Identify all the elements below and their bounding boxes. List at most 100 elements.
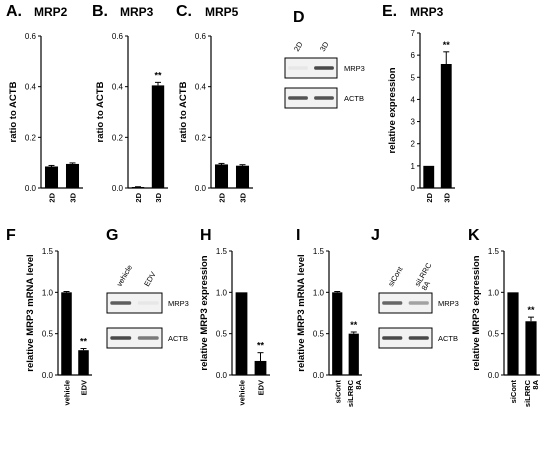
y-tick-label: 0.0 <box>313 371 325 380</box>
bar <box>348 333 359 375</box>
y-tick-label: 0.6 <box>112 32 124 41</box>
blot-lane-label-line: siCont <box>386 264 405 288</box>
x-tick-label: 2D <box>425 192 434 202</box>
x-tick-label-line: siCont <box>509 380 518 404</box>
panel-letter: I <box>296 227 300 244</box>
blot-lane-label: siCont <box>386 264 405 288</box>
x-tick-label-line: 8A <box>354 379 363 389</box>
panel-letter: J <box>371 227 380 244</box>
y-tick-label: 0.0 <box>25 184 37 193</box>
x-tick-label-line: siCont <box>333 380 342 404</box>
y-tick-label: 0.2 <box>25 133 37 142</box>
blot-band <box>314 66 334 70</box>
significance-label: ** <box>443 40 451 50</box>
blot-band <box>408 301 429 305</box>
blot-band <box>137 301 159 305</box>
y-tick-label: 0.5 <box>313 330 325 339</box>
x-tick-label-line: 8A <box>531 379 540 389</box>
y-tick-label: 1.5 <box>313 247 325 256</box>
y-tick-label: 1.0 <box>216 288 228 297</box>
panel-title: MRP3 <box>410 5 444 19</box>
y-tick-label: 1.5 <box>42 247 54 256</box>
chart-panel-c: C. MRP5 0.0 0.2 0.4 0.6 ratio to ACTB 2D 3D <box>176 3 253 203</box>
panel-letter: H <box>200 227 212 244</box>
y-axis-title: ratio to ACTB <box>178 81 189 142</box>
x-tick-label-line: vehicle <box>63 380 72 405</box>
y-tick-label: 1 <box>411 162 416 171</box>
x-tick-label: 3D <box>442 192 451 202</box>
y-tick-label: 0.6 <box>25 32 37 41</box>
y-tick-label: 0.0 <box>42 371 54 380</box>
significance-label: ** <box>80 337 88 347</box>
chart-panel-b: B. MRP3 0.0 0.2 0.4 0.6 ratio to ACTB 2D ** 3D <box>92 3 168 203</box>
y-tick-label: 1.0 <box>42 288 54 297</box>
y-axis-title: relative MRP3 mRNA level <box>296 254 307 371</box>
bar <box>65 163 80 188</box>
y-tick-label: 0.6 <box>195 32 207 41</box>
significance-label: ** <box>257 341 265 351</box>
blot-band <box>288 96 308 100</box>
y-axis-title: relative MRP3 expression <box>471 255 482 370</box>
blot-membrane <box>106 292 163 314</box>
bar <box>61 292 72 375</box>
x-tick-label: 2D <box>134 192 143 202</box>
y-tick-label: 0.5 <box>42 330 54 339</box>
x-tick-label-line: EDV <box>257 380 266 395</box>
blot-lane-label: 2D <box>292 40 305 53</box>
y-tick-label: 0.5 <box>488 330 500 339</box>
blot-band <box>314 96 334 100</box>
y-tick-label: 7 <box>411 29 416 38</box>
blot-panel-d: D 2D 3D MRP3 ACTB <box>284 9 365 109</box>
y-tick-label: 0.0 <box>195 184 207 193</box>
y-tick-label: 0.0 <box>112 184 124 193</box>
x-tick-label: EDV <box>257 380 266 395</box>
bar <box>254 360 267 375</box>
blot-lane-label-line: EDV <box>142 270 158 288</box>
y-tick-label: 0.0 <box>488 371 500 380</box>
x-tick-label: EDV <box>80 380 89 395</box>
blot-row-label: ACTB <box>344 94 364 103</box>
y-tick-label: 0.4 <box>112 83 124 92</box>
significance-label: ** <box>527 305 535 315</box>
panel-title: MRP5 <box>205 5 239 19</box>
blot-row-label: ACTB <box>168 334 188 343</box>
blot-lane-label-line: 2D <box>292 40 305 53</box>
blot-membrane <box>378 292 433 314</box>
blot-lane-label-line: vehicle <box>115 263 134 288</box>
y-tick-label: 1.5 <box>488 247 500 256</box>
blot-membrane <box>284 57 338 79</box>
x-tick-label-line: siLRRC <box>523 379 532 407</box>
x-tick-label-line: 3D <box>154 192 163 202</box>
bar <box>235 165 250 188</box>
y-axis-title: relative MRP3 expression <box>199 255 210 370</box>
blot-band <box>137 336 159 340</box>
y-tick-label: 4 <box>411 95 416 104</box>
y-tick-label: 3 <box>411 118 416 127</box>
y-axis-title: ratio to ACTB <box>8 81 19 142</box>
x-tick-label-line: vehicle <box>238 380 247 405</box>
y-tick-label: 0.2 <box>195 133 207 142</box>
panel-letter: A. <box>6 3 22 20</box>
blot-row-label: MRP3 <box>344 64 365 73</box>
blot-lane-label: siLRRC8A <box>413 261 441 292</box>
blot-band <box>408 336 429 340</box>
bar <box>214 164 229 188</box>
blot-lane-label-line: 3D <box>318 40 331 53</box>
chart-panel-k: K 0.0 0.5 1.0 1.5 relative MRP3 expression siC… <box>468 227 540 407</box>
x-tick-label-line: EDV <box>80 380 89 395</box>
significance-label: ** <box>350 320 358 330</box>
panel-letter: B. <box>92 3 108 20</box>
blot-band <box>382 336 403 340</box>
x-tick-label: vehicle <box>63 380 72 405</box>
x-tick-label: siLRRC8A <box>523 379 540 407</box>
y-tick-label: 5 <box>411 73 416 82</box>
panel-letter: G <box>106 227 118 244</box>
blot-row-label: ACTB <box>438 334 458 343</box>
bar <box>151 85 165 188</box>
blot-band <box>288 66 308 70</box>
bar <box>525 321 537 375</box>
panel-letter: E. <box>382 3 397 20</box>
x-tick-label: 3D <box>69 192 78 202</box>
